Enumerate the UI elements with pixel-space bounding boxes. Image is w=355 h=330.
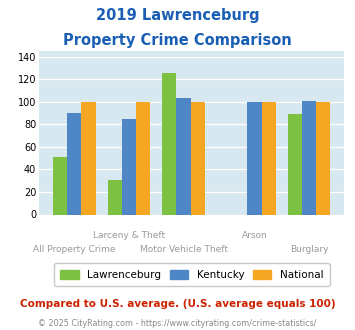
Text: All Property Crime: All Property Crime [33,245,115,254]
Text: Property Crime Comparison: Property Crime Comparison [63,33,292,48]
Text: Larceny & Theft: Larceny & Theft [93,231,165,240]
Bar [316,102,331,214]
Bar [191,102,205,214]
Bar [247,102,262,214]
Bar [81,102,95,214]
Bar [288,114,302,214]
Text: Compared to U.S. average. (U.S. average equals 100): Compared to U.S. average. (U.S. average … [20,299,335,309]
Bar [262,102,276,214]
Bar [53,157,67,214]
Text: © 2025 CityRating.com - https://www.cityrating.com/crime-statistics/: © 2025 CityRating.com - https://www.city… [38,319,317,328]
Bar [176,98,191,214]
Bar [67,113,81,214]
Bar [136,102,150,214]
Bar [162,73,176,214]
Text: Burglary: Burglary [290,245,328,254]
Bar [302,101,316,214]
Text: 2019 Lawrenceburg: 2019 Lawrenceburg [96,8,259,23]
Bar [108,180,122,214]
Bar [122,119,136,214]
Legend: Lawrenceburg, Kentucky, National: Lawrenceburg, Kentucky, National [54,263,329,286]
Text: Motor Vehicle Theft: Motor Vehicle Theft [140,245,228,254]
Text: Arson: Arson [242,231,267,240]
